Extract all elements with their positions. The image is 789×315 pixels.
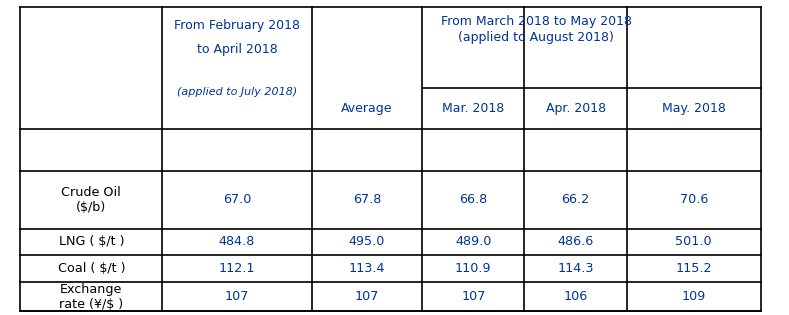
Text: Crude Oil
($/b): Crude Oil ($/b) (62, 186, 122, 214)
Text: 107: 107 (355, 290, 380, 303)
Text: From February 2018: From February 2018 (174, 19, 300, 32)
Text: 489.0: 489.0 (455, 235, 492, 248)
Text: From March 2018 to May 2018: From March 2018 to May 2018 (441, 15, 632, 28)
Text: 484.8: 484.8 (219, 235, 255, 248)
Text: Mar. 2018: Mar. 2018 (442, 102, 504, 115)
Text: 112.1: 112.1 (219, 262, 255, 275)
Text: 495.0: 495.0 (349, 235, 385, 248)
Text: 107: 107 (225, 290, 249, 303)
Text: 114.3: 114.3 (557, 262, 594, 275)
Text: 70.6: 70.6 (679, 193, 708, 206)
Text: to April 2018: to April 2018 (196, 43, 278, 56)
Text: 109: 109 (682, 290, 706, 303)
Text: Apr. 2018: Apr. 2018 (545, 102, 606, 115)
Text: 501.0: 501.0 (675, 235, 712, 248)
Text: 106: 106 (563, 290, 588, 303)
Text: 110.9: 110.9 (455, 262, 492, 275)
Text: May. 2018: May. 2018 (662, 102, 726, 115)
Text: 67.0: 67.0 (222, 193, 251, 206)
Text: 66.8: 66.8 (459, 193, 488, 206)
Text: Coal ( $/t ): Coal ( $/t ) (58, 262, 125, 275)
Text: 115.2: 115.2 (675, 262, 712, 275)
Text: (applied to July 2018): (applied to July 2018) (177, 87, 297, 97)
Text: Average: Average (341, 102, 393, 115)
Text: 66.2: 66.2 (562, 193, 589, 206)
Text: 107: 107 (461, 290, 485, 303)
Text: LNG ( $/t ): LNG ( $/t ) (58, 235, 124, 248)
Text: 486.6: 486.6 (558, 235, 594, 248)
Text: Exchange
rate (¥/$ ): Exchange rate (¥/$ ) (59, 283, 123, 311)
Text: 113.4: 113.4 (349, 262, 385, 275)
Text: 67.8: 67.8 (353, 193, 381, 206)
Text: (applied to August 2018): (applied to August 2018) (458, 31, 614, 44)
